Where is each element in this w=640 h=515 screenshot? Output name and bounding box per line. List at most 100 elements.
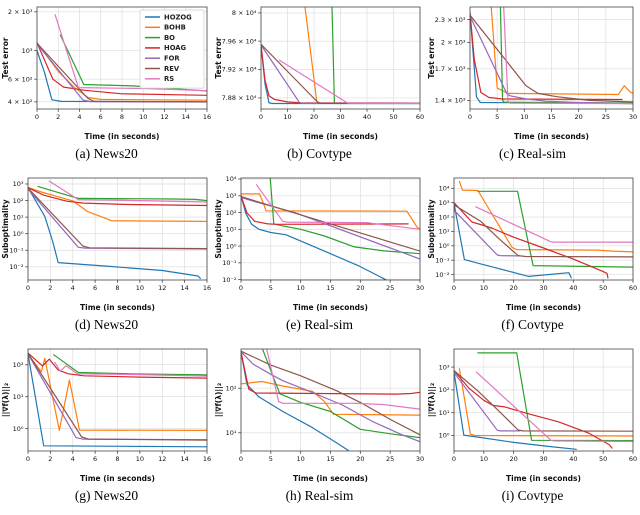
x-tick-label: 25 xyxy=(602,113,610,121)
y-tick-label: 10⁻¹ xyxy=(222,259,237,267)
chart-canvas-g: 0 2 4 6 8 10 12 14 16 10² 10¹ 10⁰ Time (in seconds) |… xyxy=(0,343,213,485)
x-tick-label: 20 xyxy=(356,455,364,463)
x-tick-label: 30 xyxy=(416,284,424,292)
x-axis-label: Time (in seconds) xyxy=(293,474,368,483)
x-tick-label: 20 xyxy=(356,284,364,292)
series-rs xyxy=(278,59,420,104)
y-tick-label: 10⁰ xyxy=(226,242,237,250)
x-tick-label: 8 xyxy=(120,113,124,121)
y-tick-label: 10⁰ xyxy=(439,242,450,250)
series-for xyxy=(454,371,521,432)
y-axis-label: Suboptimality xyxy=(1,199,10,258)
subplot-caption: (e) Real-sim xyxy=(285,317,354,332)
x-axis-label: Time (in seconds) xyxy=(303,132,378,141)
series-for xyxy=(470,15,633,105)
y-tick-label: 10¹ xyxy=(13,213,24,221)
series-rev xyxy=(28,352,207,441)
y-axis-label: ||∇f(λ)||₂ xyxy=(427,383,437,417)
legend-item-rev: REV xyxy=(164,65,180,73)
chart-canvas-i: 0 10 20 30 40 50 60 10³ 10² 10¹ 10⁰ Time (in second… xyxy=(426,343,639,485)
series-rev xyxy=(37,42,207,103)
series-bohb xyxy=(241,380,420,416)
x-tick-label: 15 xyxy=(326,284,334,292)
x-tick-label: 10 xyxy=(297,455,305,463)
x-axis-label: Time (in seconds) xyxy=(506,474,581,483)
chart-canvas-d: 0 2 4 6 8 10 12 14 16 10³ 10² 10¹ 10⁰ 10⁻¹ 10⁻² Time (i… xyxy=(0,172,213,314)
x-tick-label: 50 xyxy=(599,284,607,292)
x-tick-label: 16 xyxy=(203,113,211,121)
series-bo xyxy=(477,190,633,268)
y-tick-label: 10⁴ xyxy=(439,184,450,192)
x-tick-label: 14 xyxy=(182,113,190,121)
series-group xyxy=(454,352,633,450)
y-tick-label: 10⁴ xyxy=(226,175,237,183)
series-group xyxy=(28,352,207,448)
x-tick-label: 60 xyxy=(416,113,424,121)
y-tick-label: 10³ xyxy=(439,199,450,207)
chart-svg: 0 2 4 6 8 10 12 14 16 2 × 10³ 10³ 6 × 10² 4 × 10² Tim… xyxy=(0,1,213,143)
legend-item-for: FOR xyxy=(164,55,180,63)
x-tick-label: 30 xyxy=(539,284,547,292)
x-tick-label: 14 xyxy=(180,455,188,463)
x-tick-label: 25 xyxy=(386,284,394,292)
subplot-caption: (h) Real-sim xyxy=(285,488,354,503)
y-tick-label: 10² xyxy=(439,386,450,394)
x-tick-label: 10 xyxy=(136,455,144,463)
series-bo xyxy=(477,352,633,442)
series-rs xyxy=(48,180,207,203)
series-for xyxy=(241,351,420,443)
x-tick-label: 25 xyxy=(386,455,394,463)
series-hozog xyxy=(241,351,349,451)
series-hozog xyxy=(28,353,207,448)
series-rev xyxy=(470,14,633,103)
series-hozog xyxy=(454,371,577,450)
subplot-caption: (c) Real-sim xyxy=(498,146,567,161)
subplot-g-news20-gradnorm: 0 2 4 6 8 10 12 14 16 10² 10¹ 10⁰ Time (in seconds) |… xyxy=(0,343,213,514)
subplot-c-realsim-test-error: 0 5 10 15 20 25 30 2.3 × 10³ 2 × 10³ 1.7 × 10³ 1.4… xyxy=(426,1,639,172)
x-tick-label: 15 xyxy=(547,113,555,121)
x-tick-label: 20 xyxy=(310,113,318,121)
subplot-caption: (f) Covtype xyxy=(501,317,564,332)
subplot-caption: (g) News20 xyxy=(74,488,139,503)
x-tick-label: 15 xyxy=(326,455,334,463)
chart-svg: 0 10 20 30 40 50 60 10³ 10² 10¹ 10⁰ Time (in second… xyxy=(426,343,639,485)
y-tick-label: 4 × 10² xyxy=(8,98,33,106)
series-group xyxy=(261,7,420,105)
subplot-a-news20-test-error: 0 2 4 6 8 10 12 14 16 2 × 10³ 10³ 6 × 10² 4 × 10² Tim… xyxy=(0,1,213,172)
y-tick-label: 10⁰ xyxy=(13,230,24,238)
series-group xyxy=(454,180,633,279)
y-tick-label: 10³ xyxy=(439,363,450,371)
chart-canvas-b: 0 10 20 30 40 50 60 8 × 10⁴ 7.96 × 10⁴ 7.92 × 10⁴… xyxy=(213,1,426,143)
x-tick-label: 10 xyxy=(139,113,147,121)
y-tick-label: 7.92 × 10⁴ xyxy=(222,66,257,74)
series-bo xyxy=(261,349,420,439)
x-tick-label: 2 xyxy=(48,455,52,463)
x-tick-label: 6 xyxy=(93,455,97,463)
series-bohb xyxy=(241,193,420,230)
series-for xyxy=(454,209,521,257)
y-tick-label: 10¹ xyxy=(226,226,237,234)
series-rs xyxy=(266,349,420,410)
chart-svg: 0 2 4 6 8 10 12 14 16 10² 10¹ 10⁰ Time (in seconds) |… xyxy=(0,343,213,485)
y-tick-label: 10² xyxy=(439,213,450,221)
series-rs xyxy=(475,206,633,243)
chart-svg: 0 5 10 15 20 25 30 10² 10¹ Time (in seconds) ||∇f(… xyxy=(213,343,426,485)
x-tick-label: 0 xyxy=(35,113,39,121)
x-tick-label: 4 xyxy=(77,113,81,121)
y-tick-label: 10³ xyxy=(226,192,237,200)
x-tick-label: 12 xyxy=(158,284,166,292)
x-tick-label: 0 xyxy=(239,284,243,292)
series-hozog xyxy=(241,195,387,280)
x-tick-label: 10 xyxy=(480,455,488,463)
chart-svg: 0 5 10 15 20 25 30 2.3 × 10³ 2 × 10³ 1.7 × 10³ 1.4… xyxy=(426,1,639,143)
series-rs xyxy=(503,7,633,105)
y-tick-label: 8 × 10⁴ xyxy=(232,9,257,17)
y-axis-label: Test error xyxy=(1,37,10,79)
chart-canvas-a: 0 2 4 6 8 10 12 14 16 2 × 10³ 10³ 6 × 10² 4 × 10² Tim… xyxy=(0,1,213,143)
series-rs xyxy=(475,371,633,443)
x-tick-label: 10 xyxy=(480,284,488,292)
subplot-h-realsim-gradnorm: 0 5 10 15 20 25 30 10² 10¹ Time (in seconds) ||∇f(… xyxy=(213,343,426,514)
x-tick-label: 16 xyxy=(203,284,211,292)
y-tick-label: 10⁻² xyxy=(222,276,237,284)
y-tick-label: 7.88 × 10⁴ xyxy=(222,94,257,102)
